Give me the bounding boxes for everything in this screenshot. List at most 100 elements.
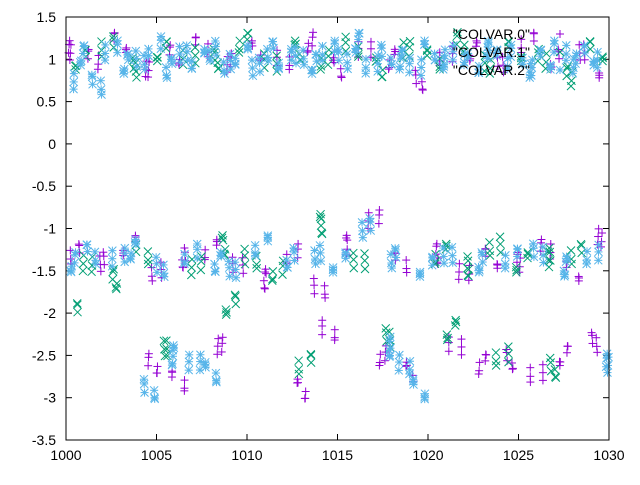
data-point [529,252,539,262]
data-point [428,253,437,263]
data-point [132,73,141,82]
data-point [79,41,89,50]
data-point [588,339,597,348]
data-point [78,49,88,58]
data-point [175,42,184,51]
data-point [529,28,538,37]
data-point [439,258,449,268]
data-point [506,43,516,53]
data-point [555,54,564,63]
data-point [594,247,603,257]
data-point [99,252,108,261]
data-point [457,335,466,344]
data-point [248,71,258,81]
data-point [448,258,458,268]
data-point [218,235,228,245]
data-point [582,255,592,265]
y-tick-label: -0.5 [32,178,56,194]
data-point [529,37,538,46]
data-point [376,350,385,359]
data-point [153,52,163,62]
data-point [180,376,189,385]
data-point [484,38,493,48]
data-point [66,40,75,49]
data-point [364,208,373,217]
data-point [272,51,281,61]
data-point [523,248,533,257]
data-point [310,281,319,290]
data-point [380,356,389,365]
x-tick-label: 1015 [322,447,353,463]
data-point [88,79,97,89]
data-point [448,55,458,65]
data-point [447,242,457,252]
data-point [91,255,100,265]
data-point [321,293,330,302]
data-point [204,39,213,48]
data-point [175,49,185,59]
data-point [324,51,333,61]
y-tick-label: 1 [48,51,56,67]
data-point [294,356,304,366]
data-point [186,270,196,280]
data-point [378,65,388,75]
data-point [464,264,473,274]
data-point [360,264,370,274]
data-point [219,57,228,67]
data-point [580,48,590,58]
data-point [377,72,387,82]
data-point [213,342,222,351]
data-point [159,260,168,270]
data-point [537,235,546,244]
data-point [87,72,97,81]
data-point [316,221,326,230]
data-point [402,256,411,265]
legend-marker [555,47,565,57]
data-point [160,351,170,361]
data-point [342,233,351,242]
data-point [390,243,400,253]
data-point [162,336,171,345]
data-point [176,57,185,67]
data-point [452,31,462,41]
data-point [475,358,484,367]
data-point [261,268,270,277]
data-point [592,342,601,351]
data-point [463,52,472,62]
data-point [563,342,572,351]
data-point [131,54,141,63]
data-point [274,58,284,68]
data-point [343,236,352,245]
data-point [491,356,501,366]
data-point [539,258,548,267]
data-point [538,368,547,377]
data-point [111,283,121,292]
data-point [482,51,492,60]
data-point [180,384,189,393]
data-point [278,270,287,279]
data-point [444,338,453,347]
data-point [366,226,376,235]
data-point [234,44,244,54]
data-point [483,45,493,55]
data-point [221,310,231,319]
x-tick-label: 1005 [141,447,172,463]
data-point [504,349,513,359]
data-point [454,275,463,284]
data-point [225,49,235,59]
data-point [376,40,386,50]
data-point [243,28,252,38]
data-point [120,243,130,253]
data-point [69,69,79,78]
data-point [566,246,576,255]
data-point [517,35,526,44]
data-point [222,308,231,317]
legend-marker [555,65,565,75]
data-point [65,36,74,45]
data-point [263,56,273,66]
data-point [317,50,327,60]
data-point [439,252,448,261]
data-point [231,299,241,309]
data-point [417,77,426,86]
data-point [72,299,82,308]
